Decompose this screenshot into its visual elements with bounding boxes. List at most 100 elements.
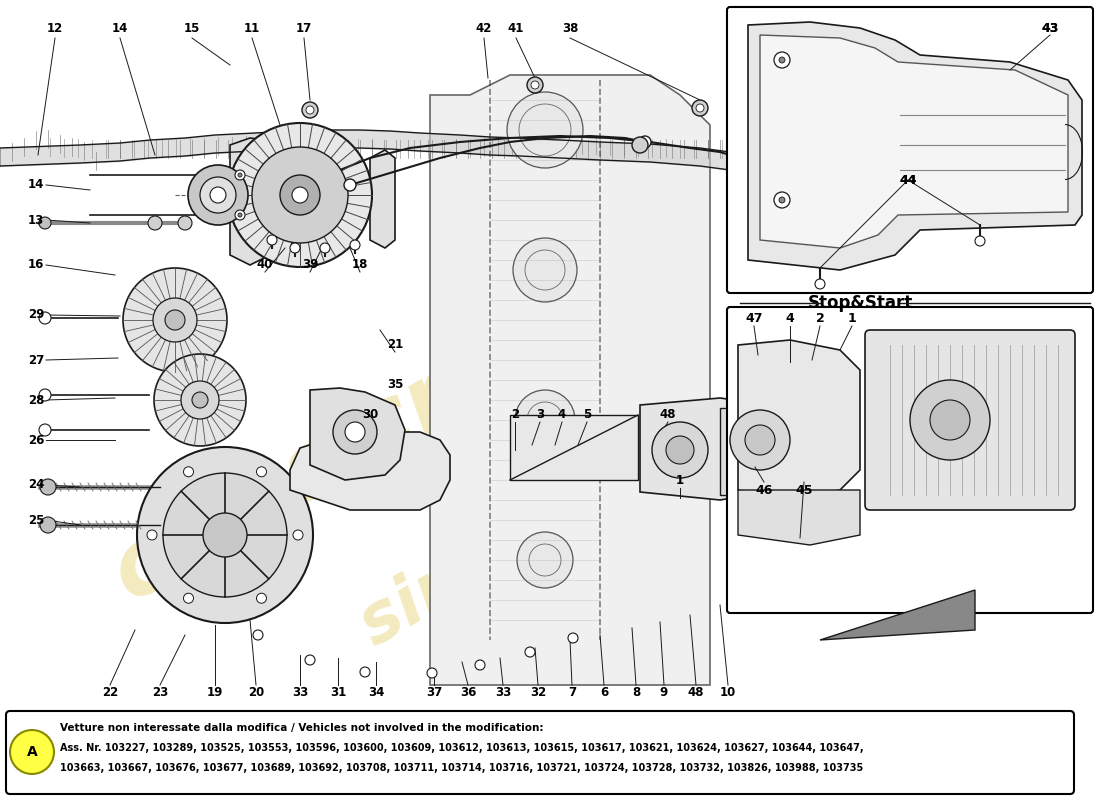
Text: 37: 37	[426, 686, 442, 698]
Polygon shape	[738, 340, 860, 500]
Text: 25: 25	[28, 514, 44, 526]
Circle shape	[302, 102, 318, 118]
Circle shape	[345, 422, 365, 442]
Circle shape	[779, 57, 785, 63]
Circle shape	[39, 217, 51, 229]
Text: 16: 16	[28, 258, 44, 271]
Text: 6: 6	[600, 686, 608, 698]
Polygon shape	[738, 490, 860, 545]
Circle shape	[507, 92, 583, 168]
Text: 4: 4	[785, 311, 794, 325]
Text: 2: 2	[815, 311, 824, 325]
Text: 22: 22	[102, 686, 118, 698]
Circle shape	[815, 279, 825, 289]
Text: 24: 24	[28, 478, 44, 491]
Circle shape	[427, 668, 437, 678]
Text: 30: 30	[362, 409, 378, 422]
Circle shape	[745, 425, 776, 455]
Text: 1: 1	[848, 311, 857, 325]
Circle shape	[228, 123, 372, 267]
Text: 39: 39	[301, 258, 318, 271]
Circle shape	[10, 730, 54, 774]
Circle shape	[306, 106, 313, 114]
Text: 5: 5	[583, 409, 591, 422]
Text: 35: 35	[387, 378, 404, 391]
Circle shape	[238, 173, 242, 177]
Text: 44: 44	[900, 174, 916, 186]
Circle shape	[475, 660, 485, 670]
Circle shape	[517, 532, 573, 588]
Circle shape	[774, 52, 790, 68]
Polygon shape	[640, 398, 760, 500]
Text: 3: 3	[536, 409, 544, 422]
Text: 38: 38	[562, 22, 579, 34]
Circle shape	[178, 216, 192, 230]
Circle shape	[204, 513, 248, 557]
Text: 45: 45	[795, 483, 813, 497]
Circle shape	[515, 390, 575, 450]
Circle shape	[182, 381, 219, 419]
Circle shape	[252, 147, 348, 243]
Circle shape	[256, 594, 266, 603]
Text: 12: 12	[47, 22, 63, 34]
Circle shape	[147, 530, 157, 540]
Circle shape	[290, 243, 300, 253]
Circle shape	[666, 436, 694, 464]
Circle shape	[692, 100, 708, 116]
Text: Stop&Start: Stop&Start	[807, 294, 913, 312]
Circle shape	[238, 213, 242, 217]
Circle shape	[652, 422, 708, 478]
Circle shape	[184, 594, 194, 603]
Circle shape	[639, 136, 651, 148]
Circle shape	[293, 530, 303, 540]
Circle shape	[148, 216, 162, 230]
Circle shape	[39, 424, 51, 436]
Circle shape	[253, 630, 263, 640]
Text: 14: 14	[112, 22, 129, 34]
Text: classicparts: classicparts	[97, 241, 663, 619]
Circle shape	[779, 197, 785, 203]
Circle shape	[350, 240, 360, 250]
Text: Vetture non interessate dalla modifica / Vehicles not involved in the modificati: Vetture non interessate dalla modifica /…	[60, 723, 543, 733]
Text: 33: 33	[495, 686, 512, 698]
Text: 42: 42	[476, 22, 492, 34]
Polygon shape	[230, 138, 275, 265]
FancyBboxPatch shape	[727, 307, 1093, 613]
FancyBboxPatch shape	[6, 711, 1074, 794]
Circle shape	[153, 298, 197, 342]
Circle shape	[235, 170, 245, 180]
Circle shape	[696, 104, 704, 112]
Circle shape	[267, 235, 277, 245]
Text: 44: 44	[900, 174, 916, 186]
Text: 46: 46	[756, 483, 772, 497]
Polygon shape	[310, 388, 405, 480]
Circle shape	[138, 447, 314, 623]
Polygon shape	[370, 150, 395, 248]
Circle shape	[39, 389, 51, 401]
Polygon shape	[510, 415, 638, 480]
Text: 7: 7	[568, 686, 576, 698]
Text: 28: 28	[28, 394, 44, 406]
Text: 15: 15	[184, 22, 200, 34]
Text: 34: 34	[367, 686, 384, 698]
Circle shape	[333, 410, 377, 454]
Polygon shape	[748, 22, 1082, 270]
Circle shape	[184, 466, 194, 477]
Text: since 1985: since 1985	[349, 401, 732, 659]
Circle shape	[513, 238, 578, 302]
Circle shape	[192, 392, 208, 408]
Circle shape	[305, 655, 315, 665]
Circle shape	[163, 473, 287, 597]
Circle shape	[235, 210, 245, 220]
Circle shape	[39, 312, 51, 324]
Text: 23: 23	[152, 686, 168, 698]
Polygon shape	[820, 590, 975, 640]
Polygon shape	[430, 75, 710, 685]
Text: 27: 27	[28, 354, 44, 366]
Text: 103663, 103667, 103676, 103677, 103689, 103692, 103708, 103711, 103714, 103716, : 103663, 103667, 103676, 103677, 103689, …	[60, 763, 864, 773]
Circle shape	[975, 236, 984, 246]
Circle shape	[344, 179, 356, 191]
Circle shape	[632, 137, 648, 153]
Circle shape	[910, 380, 990, 460]
Text: 20: 20	[248, 686, 264, 698]
